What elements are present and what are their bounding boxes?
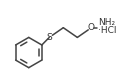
Text: ·HCl: ·HCl bbox=[98, 26, 116, 35]
Text: S: S bbox=[46, 33, 52, 42]
Text: NH₂: NH₂ bbox=[98, 18, 115, 27]
Text: O: O bbox=[88, 23, 95, 32]
